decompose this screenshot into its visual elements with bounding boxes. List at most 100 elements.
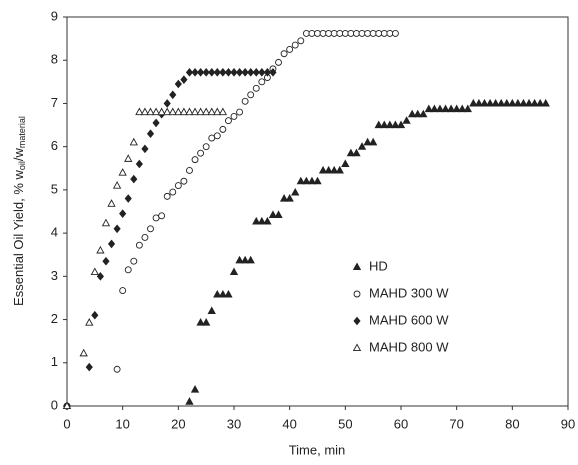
point — [319, 29, 327, 37]
legend-marker — [352, 262, 362, 271]
point — [102, 256, 110, 266]
legend-label: HD — [369, 258, 388, 273]
point — [352, 148, 361, 157]
point — [235, 68, 244, 77]
point — [224, 68, 233, 77]
y-tick-label: 9 — [51, 8, 58, 23]
point — [229, 267, 239, 276]
point — [163, 192, 171, 200]
point — [185, 68, 194, 77]
point — [325, 29, 333, 37]
point — [485, 98, 495, 107]
point — [369, 29, 377, 37]
point — [179, 107, 189, 116]
x-tick-label: 50 — [338, 416, 352, 431]
point — [135, 241, 143, 249]
point — [169, 90, 177, 100]
point — [196, 107, 205, 116]
point — [158, 212, 166, 220]
point — [85, 362, 93, 372]
point — [107, 239, 116, 249]
point — [141, 144, 149, 154]
point — [191, 156, 199, 164]
point — [353, 29, 360, 37]
point — [313, 176, 322, 185]
point — [118, 168, 127, 176]
point — [124, 266, 132, 274]
point — [314, 29, 321, 37]
point — [341, 159, 350, 168]
point — [291, 41, 299, 49]
point — [541, 98, 550, 107]
y-label-sub: material — [17, 116, 27, 148]
point — [90, 267, 99, 276]
x-tick-label: 10 — [115, 416, 129, 431]
point — [385, 120, 395, 129]
point — [491, 98, 500, 107]
point — [202, 318, 211, 326]
point — [497, 98, 506, 107]
point — [191, 68, 199, 77]
point — [302, 29, 310, 37]
point — [263, 68, 271, 77]
point — [269, 68, 277, 77]
point — [330, 29, 338, 37]
point — [197, 68, 205, 77]
point — [151, 107, 161, 116]
point — [391, 29, 399, 37]
point — [207, 107, 216, 116]
point — [502, 98, 511, 107]
point — [247, 91, 255, 99]
point — [130, 257, 138, 265]
point — [480, 98, 489, 107]
point — [85, 318, 94, 326]
x-tick-label: 20 — [171, 416, 185, 431]
point — [391, 120, 400, 129]
x-axis-label: Time, min — [289, 442, 346, 457]
point — [140, 107, 150, 116]
point — [374, 120, 383, 129]
point — [197, 149, 205, 157]
point — [219, 68, 227, 77]
point — [202, 68, 210, 77]
x-tick-label: 80 — [505, 416, 519, 431]
point — [218, 107, 228, 116]
point — [224, 117, 232, 125]
point — [274, 210, 283, 219]
point — [452, 104, 461, 113]
point — [185, 107, 194, 116]
point — [62, 401, 72, 410]
point — [286, 45, 294, 53]
point — [101, 218, 111, 227]
point — [163, 107, 172, 116]
point — [169, 188, 177, 196]
y-tick-label: 2 — [51, 311, 58, 326]
point — [208, 68, 216, 77]
point — [152, 118, 160, 128]
point — [307, 176, 317, 185]
point — [324, 165, 333, 174]
point — [396, 120, 406, 129]
point — [424, 104, 433, 113]
point — [180, 75, 188, 84]
point — [135, 159, 143, 169]
point — [240, 255, 250, 264]
point — [79, 348, 88, 357]
point — [190, 385, 200, 393]
point — [246, 255, 255, 264]
point — [174, 107, 183, 116]
point — [524, 98, 534, 107]
legend-label: MAHD 800 W — [369, 339, 449, 354]
point — [236, 108, 244, 116]
y-axis-label: Essential Oil Yield, % woil/wmaterial — [11, 116, 27, 306]
point — [508, 98, 517, 107]
point — [341, 29, 349, 37]
point — [146, 129, 155, 139]
point — [119, 209, 127, 218]
point — [91, 310, 99, 320]
y-tick-label: 0 — [51, 397, 58, 412]
point — [213, 132, 221, 140]
point — [380, 120, 389, 129]
